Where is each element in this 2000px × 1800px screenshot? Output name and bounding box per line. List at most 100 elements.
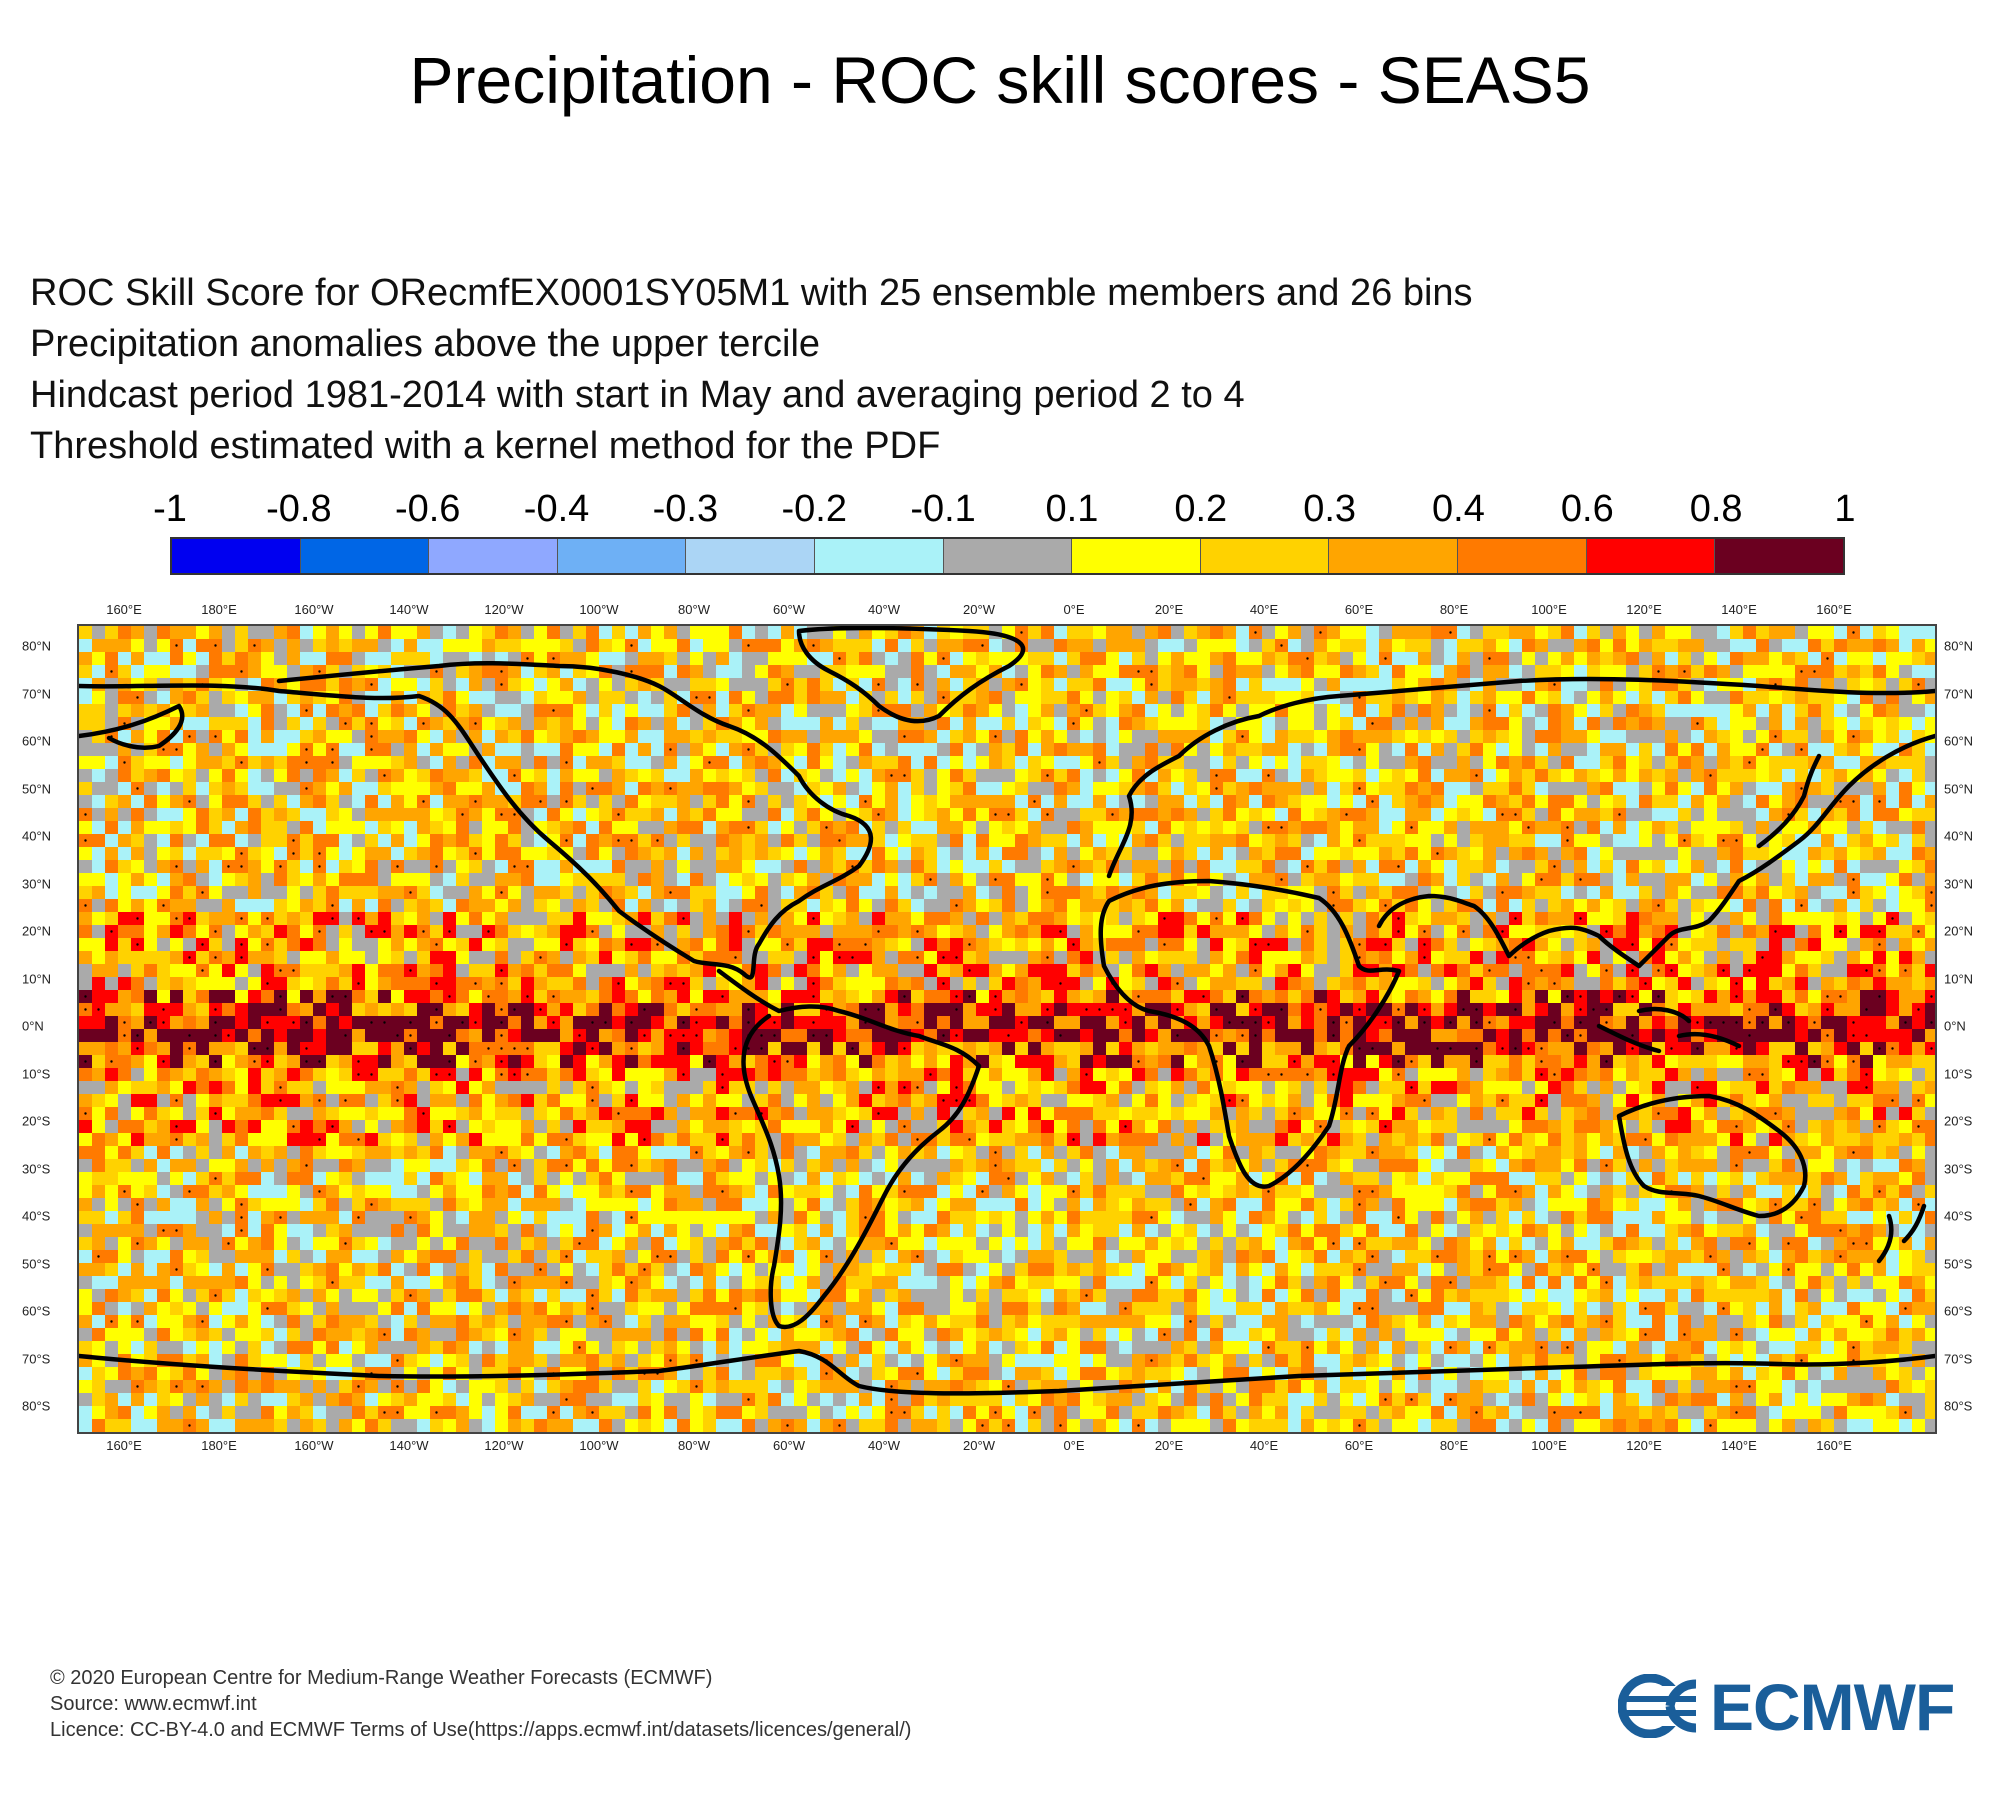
score-cell: [1145, 756, 1158, 769]
score-cell: [612, 1016, 625, 1029]
score-cell: [1834, 977, 1847, 990]
score-cell: [79, 691, 92, 704]
score-cell: [976, 899, 989, 912]
score-cell: [1223, 808, 1236, 821]
score-cell: [430, 990, 443, 1003]
score-cell: [885, 691, 898, 704]
score-cell: [261, 808, 274, 821]
score-cell: [1353, 990, 1366, 1003]
score-cell: [1587, 691, 1600, 704]
score-cell: [1158, 899, 1171, 912]
score-cell: [261, 899, 274, 912]
score-cell: [1834, 847, 1847, 860]
score-cell: [1587, 665, 1600, 678]
score-cell: [755, 808, 768, 821]
score-cell: [1886, 925, 1899, 938]
score-cell: [1223, 821, 1236, 834]
score-cell: [664, 873, 677, 886]
score-cell: [1015, 860, 1028, 873]
score-cell: [742, 886, 755, 899]
score-cell: [1145, 1016, 1158, 1029]
score-cell: [1236, 977, 1249, 990]
score-cell: [1080, 1055, 1093, 1068]
score-cell: [183, 886, 196, 899]
score-cell: [118, 925, 131, 938]
latitude-tick-label: 80°S: [1944, 1398, 1973, 1414]
score-cell: [118, 782, 131, 795]
score-cell: [1522, 1016, 1535, 1029]
score-cell: [573, 769, 586, 782]
score-cell: [1769, 756, 1782, 769]
score-cell: [898, 912, 911, 925]
score-cell: [79, 977, 92, 990]
score-cell: [1431, 743, 1444, 756]
score-cell: [144, 860, 157, 873]
score-cell: [92, 873, 105, 886]
score-cell: [1834, 1042, 1847, 1055]
score-cell: [1548, 639, 1561, 652]
score-cell: [1561, 782, 1574, 795]
score-cell: [1782, 938, 1795, 951]
score-cell: [196, 639, 209, 652]
score-cell: [144, 964, 157, 977]
score-cell: [729, 795, 742, 808]
score-cell: [105, 1016, 118, 1029]
score-cell: [664, 899, 677, 912]
score-cell: [846, 717, 859, 730]
score-cell: [1171, 626, 1184, 639]
score-cell: [716, 704, 729, 717]
score-cell: [1717, 1042, 1730, 1055]
longitude-tick-label: 140°E: [1721, 602, 1757, 617]
score-cell: [1314, 756, 1327, 769]
score-cell: [1418, 821, 1431, 834]
score-cell: [196, 1042, 209, 1055]
score-cell: [1418, 691, 1431, 704]
latitude-tick-label: 10°S: [1944, 1066, 1973, 1081]
score-cell: [1821, 938, 1834, 951]
score-cell: [365, 977, 378, 990]
score-cell: [105, 990, 118, 1003]
score-cell: [1626, 847, 1639, 860]
score-cell: [1652, 652, 1665, 665]
score-cell: [1782, 769, 1795, 782]
score-cell: [378, 678, 391, 691]
score-cell: [1600, 704, 1613, 717]
score-cell: [1405, 782, 1418, 795]
score-cell: [677, 639, 690, 652]
score-cell: [742, 912, 755, 925]
score-cell: [1730, 795, 1743, 808]
score-cell: [1379, 847, 1392, 860]
score-cell: [1743, 769, 1756, 782]
score-cell: [274, 704, 287, 717]
score-cell: [144, 821, 157, 834]
score-cell: [1353, 925, 1366, 938]
score-cell: [677, 678, 690, 691]
colorbar-swatch: [943, 539, 1073, 573]
score-cell: [1405, 639, 1418, 652]
score-cell: [1613, 639, 1626, 652]
score-cell: [1392, 821, 1405, 834]
score-cell: [1717, 938, 1730, 951]
score-cell: [1093, 782, 1106, 795]
score-cell: [1158, 730, 1171, 743]
score-cell: [547, 665, 560, 678]
score-cell: [79, 951, 92, 964]
score-cell: [183, 899, 196, 912]
score-cell: [521, 964, 534, 977]
score-cell: [989, 1042, 1002, 1055]
score-cell: [1132, 639, 1145, 652]
score-cell: [131, 1003, 144, 1016]
score-cell: [1808, 717, 1821, 730]
score-cell: [1301, 1042, 1314, 1055]
score-cell: [976, 1003, 989, 1016]
score-cell: [729, 769, 742, 782]
score-cell: [1665, 769, 1678, 782]
score-cell: [989, 964, 1002, 977]
score-cell: [1470, 717, 1483, 730]
score-cell: [1548, 691, 1561, 704]
score-cell: [261, 925, 274, 938]
score-cell: [1756, 964, 1769, 977]
score-cell: [443, 1003, 456, 1016]
score-cell: [651, 756, 664, 769]
colorbar-tick-label: 1: [1834, 488, 1856, 530]
